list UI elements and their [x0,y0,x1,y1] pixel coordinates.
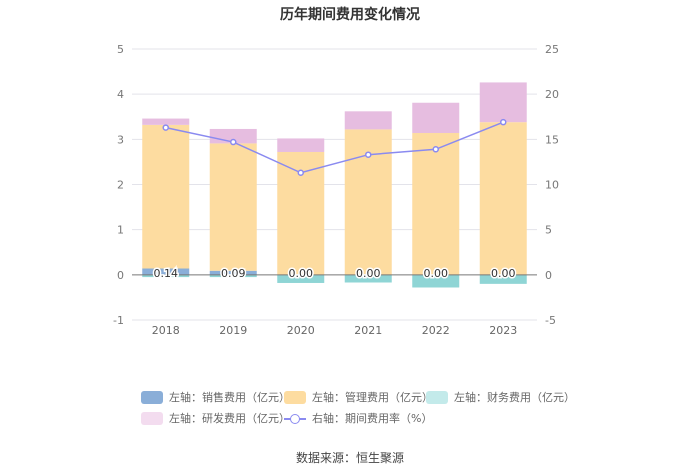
legend-label-rnd: 左轴：研发费用（亿元） [169,412,290,425]
data-label-sales: 0.09 [221,267,246,280]
bar-finance [209,274,257,278]
left-tick-label: 5 [117,43,124,56]
rate-point [365,151,372,158]
rate-point [500,118,507,126]
bar-sales [209,270,257,275]
left-tick-label: -1 [113,314,124,327]
legend-label-admin: 左轴：管理费用（亿元） [312,391,433,404]
bar-rnd [142,118,190,125]
bar-admin [412,133,460,275]
bar-sales [142,268,190,275]
rate-point [297,169,304,177]
legend-swatch-rnd [141,411,163,425]
right-tick-label: 20 [545,88,559,101]
right-tick-label: 10 [545,179,559,192]
left-tick-label: 1 [117,224,124,237]
data-label-sales: 0.00 [356,267,381,280]
legend-item-finance[interactable]: 左轴：财务费用（亿元） [426,389,575,405]
bar-finance [277,274,325,283]
right-tick-label: 25 [545,43,559,56]
left-tick-label: 4 [117,88,124,101]
x-tick-label: 2020 [287,324,315,337]
x-tick-label: 2021 [354,324,382,337]
legend-label-finance: 左轴：财务费用（亿元） [454,391,575,404]
bar-rnd [479,82,527,123]
legend-label-rate: 右轴：期间费用率（%） [312,412,433,425]
legend-item-admin[interactable]: 左轴：管理费用（亿元） [284,389,433,405]
rate-point [432,146,439,153]
right-tick-label: 5 [545,224,552,237]
bar-rnd [344,111,392,130]
rate-line [165,121,504,174]
data-label-sales: 0.00 [491,267,516,280]
bar-admin [142,124,190,269]
legend-item-sales[interactable]: 左轴：销售费用（亿元） [141,389,290,405]
data-label-sales: 0.14 [154,267,179,280]
bar-rnd [412,102,460,134]
left-tick-label: 2 [117,179,124,192]
rate-point [230,138,237,146]
legend-swatch-admin [284,390,306,404]
left-tick-label: 3 [117,133,124,146]
legend-swatch-rate [284,412,306,425]
data-source: 数据来源：恒生聚源 [295,451,404,465]
bar-finance [142,274,190,278]
right-tick-label: 0 [545,269,552,282]
x-tick-label: 2019 [219,324,247,337]
legend-swatch-sales [141,390,163,404]
legend-item-rnd[interactable]: 左轴：研发费用（亿元） [141,410,290,426]
bar-admin [479,122,527,275]
rate-point [162,124,169,131]
bar-finance [412,274,460,288]
x-tick-label: 2023 [489,324,517,337]
left-tick-label: 0 [117,269,124,282]
chart-title: 历年期间费用变化情况 [280,7,420,23]
data-label-sales: 0.00 [424,267,449,280]
bar-finance [344,274,392,283]
bar-admin [344,129,392,275]
data-label-sales: 0.00 [289,267,314,280]
x-tick-label: 2022 [422,324,450,337]
bar-finance [479,274,527,284]
right-tick-label: -5 [545,314,556,327]
bar-admin [209,143,257,271]
legend-item-rate[interactable]: 右轴：期间费用率（%） [284,410,432,426]
legend-label-sales: 左轴：销售费用（亿元） [169,391,290,404]
right-tick-label: 15 [545,133,559,146]
legend-swatch-finance [426,390,448,404]
x-tick-label: 2018 [152,324,180,337]
bar-rnd [277,138,325,152]
